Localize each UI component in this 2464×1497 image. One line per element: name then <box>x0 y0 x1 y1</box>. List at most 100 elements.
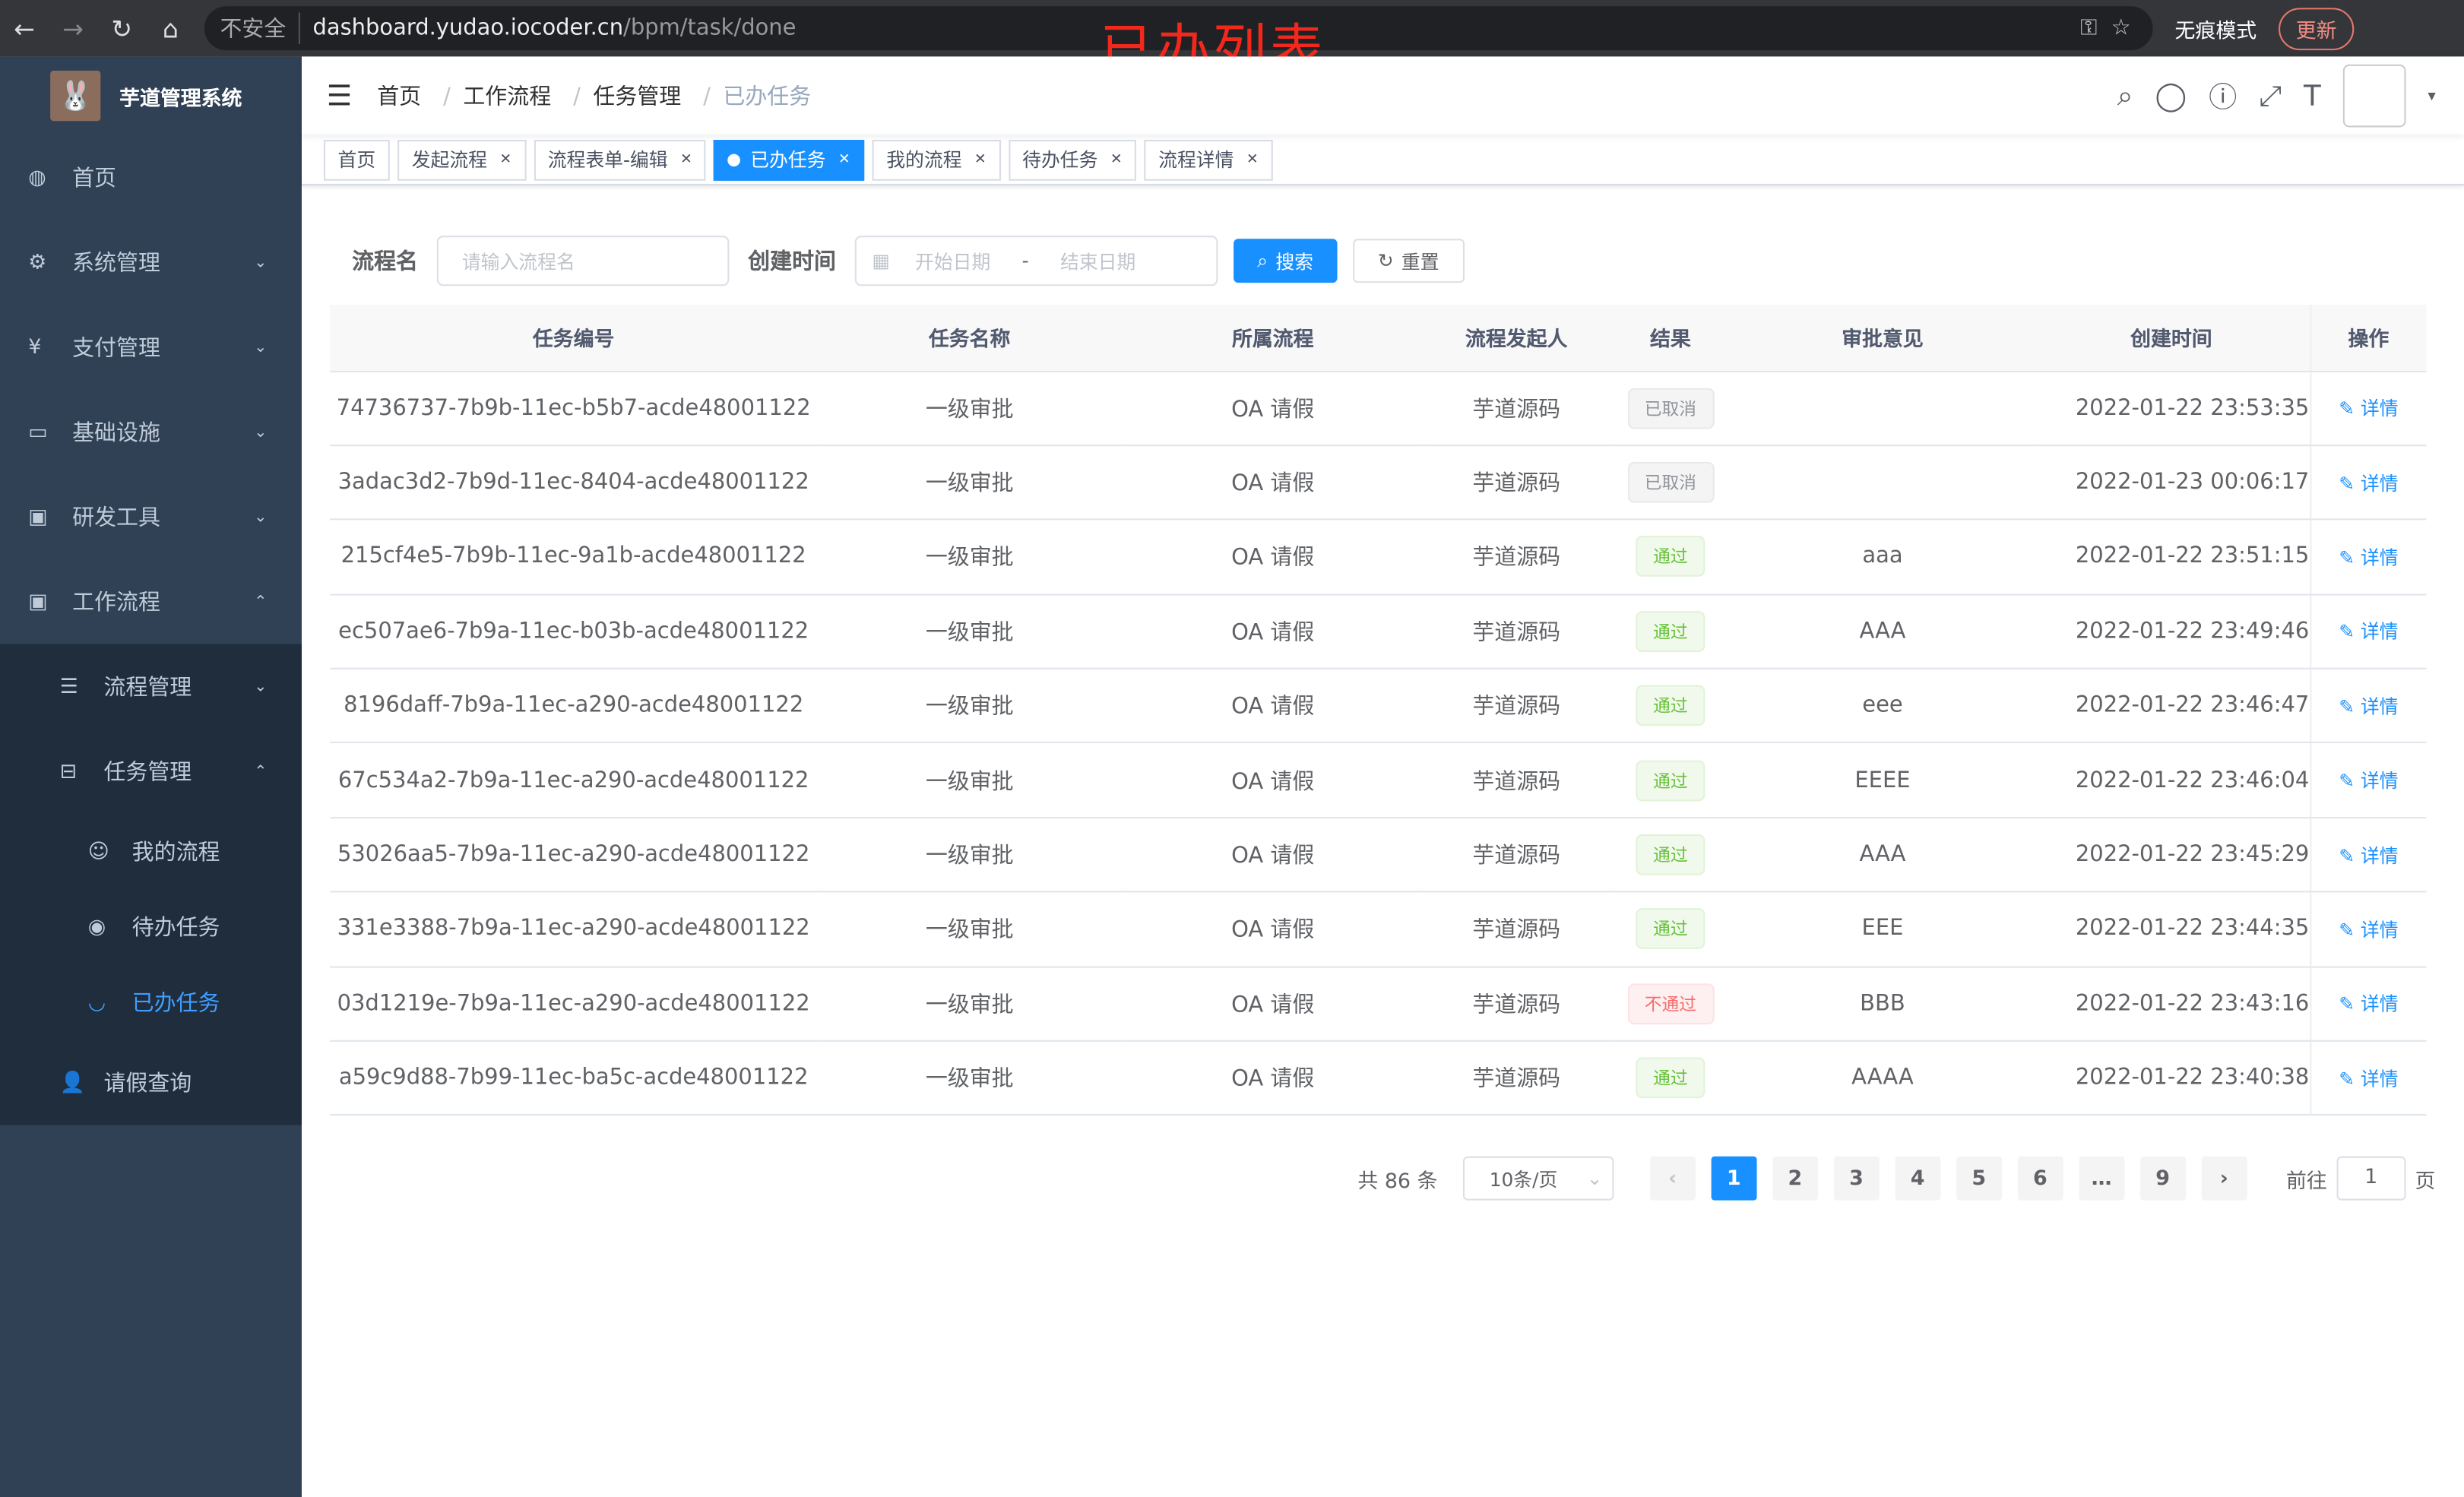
close-icon[interactable]: ✕ <box>974 151 987 168</box>
close-icon[interactable]: ✕ <box>499 151 512 168</box>
github-icon[interactable]: ◯ <box>2155 79 2187 112</box>
logo[interactable]: 🐰 芋道管理系统 <box>0 56 302 135</box>
cell-create-time: 2022-01-22 23:51:15 <box>2033 519 2310 595</box>
date-range-picker[interactable]: ▦ 开始日期 - 结束日期 <box>854 236 1218 286</box>
fullscreen-icon[interactable]: ⤢ <box>2259 79 2282 112</box>
detail-button[interactable]: ✎ 详情 <box>2339 546 2398 568</box>
hamburger-icon[interactable]: ☰ <box>326 79 353 112</box>
detail-button[interactable]: ✎ 详情 <box>2339 397 2398 419</box>
browser-toolbar: ← → ↻ ⌂ 不安全 dashboard.yudao.iocoder.cn/bpm/t… <box>0 0 2464 57</box>
sidebar-item-infra[interactable]: ▭ 基础设施 ⌄ <box>0 390 302 475</box>
sidebar-item-home[interactable]: ◍ 首页 <box>0 135 302 220</box>
detail-button[interactable]: ✎ 详情 <box>2339 1068 2398 1090</box>
sidebar-item-my-process[interactable]: ☺ 我的流程 <box>0 814 302 889</box>
label: 我的流程 <box>131 840 220 866</box>
caret-down-icon[interactable]: ▾ <box>2428 87 2436 105</box>
close-icon[interactable]: ✕ <box>680 151 692 168</box>
sidebar-item-leave[interactable]: 👤 请假查询 <box>0 1040 302 1125</box>
table-row: 67c534a2-7b9a-11ec-a290-acde48001122 一级审批… <box>330 742 2427 818</box>
page-button[interactable]: 5 <box>1956 1156 2002 1201</box>
forward-icon[interactable]: → <box>62 13 84 43</box>
address-bar[interactable]: 不安全 dashboard.yudao.iocoder.cn/bpm/task/d… <box>204 6 2153 51</box>
page-button[interactable]: 2 <box>1772 1156 1818 1201</box>
edit-icon: ✎ <box>2339 621 2361 644</box>
back-icon[interactable]: ← <box>14 13 35 43</box>
cell-task-id: a59c9d88-7b99-11ec-ba5c-acde48001122 <box>330 1040 818 1116</box>
prev-page-button[interactable]: ‹ <box>1649 1156 1696 1201</box>
font-size-icon[interactable]: T <box>2304 79 2321 112</box>
sidebar-item-done[interactable]: ◡ 已办任务 <box>0 965 302 1040</box>
search-icon[interactable]: ⌕ <box>2117 79 2133 112</box>
status-badge: 通过 <box>1636 536 1705 578</box>
label: 重置 <box>1401 250 1439 273</box>
sidebar-item-task-manage[interactable]: ⊟ 任务管理 ⌃ <box>0 729 302 814</box>
label: 工作流程 <box>72 590 160 616</box>
calendar-icon: ▦ <box>872 249 890 272</box>
update-button[interactable]: 更新 <box>2279 7 2355 50</box>
status-badge: 通过 <box>1636 611 1705 652</box>
sidebar-item-dev[interactable]: ▣ 研发工具 ⌄ <box>0 474 302 559</box>
logo-avatar: 🐰 <box>50 71 101 122</box>
help-icon[interactable]: ⓘ <box>2209 81 2238 115</box>
pagination: 共 86 条 10条/页 ⌄ ‹ 1 2 3 4 5 6… 9 › 前往 1 页 <box>1357 1156 2435 1201</box>
tab-start-process[interactable]: 发起流程 ✕ <box>397 138 526 180</box>
cell-task-id: 67c534a2-7b9a-11ec-a290-acde48001122 <box>330 742 818 818</box>
status-badge: 已取消 <box>1626 388 1714 429</box>
detail-button[interactable]: ✎ 详情 <box>2339 770 2398 792</box>
page-button[interactable]: 9 <box>2139 1156 2186 1201</box>
breadcrumb-item: 已办任务 <box>723 84 812 110</box>
close-icon[interactable]: ✕ <box>1246 151 1259 168</box>
page-button[interactable]: 4 <box>1895 1156 1941 1201</box>
detail-button[interactable]: ✎ 详情 <box>2339 621 2398 643</box>
tab-form-edit[interactable]: 流程表单-编辑 ✕ <box>534 138 707 180</box>
status-badge: 通过 <box>1636 908 1705 950</box>
table-row: 53026aa5-7b9a-11ec-a290-acde48001122 一级审批… <box>330 817 2427 893</box>
reset-button[interactable]: ↻ 重置 <box>1352 239 1465 283</box>
cell-task-id: 53026aa5-7b9a-11ec-a290-acde48001122 <box>330 817 818 893</box>
close-icon[interactable]: ✕ <box>838 151 850 168</box>
detail-button[interactable]: ✎ 详情 <box>2339 844 2398 866</box>
page-size-select[interactable]: 10条/页 ⌄ <box>1462 1156 1614 1201</box>
breadcrumb-item[interactable]: 首页 <box>377 84 422 110</box>
tab-todo[interactable]: 待办任务 ✕ <box>1008 138 1137 180</box>
detail-button[interactable]: ✎ 详情 <box>2339 695 2398 717</box>
key-icon[interactable]: ⚿ ☆ <box>2080 15 2131 41</box>
search-form: 流程名 请输入流程名 创建时间 ▦ 开始日期 - 结束日期 ⌕ 搜索 ↻ 重置 <box>302 185 2464 302</box>
cell-process: OA 请假 <box>1122 668 1424 744</box>
sidebar-item-system[interactable]: ⚙ 系统管理 ⌄ <box>0 220 302 305</box>
tab-home[interactable]: 首页 <box>323 138 390 180</box>
close-icon[interactable]: ✕ <box>1110 151 1123 168</box>
detail-button[interactable]: ✎ 详情 <box>2339 993 2398 1015</box>
reload-icon[interactable]: ↻ <box>111 13 133 43</box>
sidebar-item-todo[interactable]: ◉ 待办任务 <box>0 889 302 964</box>
search-button[interactable]: ⌕ 搜索 <box>1234 239 1338 283</box>
tab-my-process[interactable]: 我的流程 ✕ <box>872 138 1001 180</box>
detail-button[interactable]: ✎ 详情 <box>2339 919 2398 941</box>
label: 详情 <box>2360 844 2399 867</box>
label: 任务管理 <box>103 760 192 786</box>
breadcrumb-item: 任务管理 <box>593 84 682 110</box>
sidebar-item-pay[interactable]: ¥ 支付管理 ⌄ <box>0 305 302 390</box>
cell-initiator: 芋道源码 <box>1424 966 1610 1042</box>
home-icon[interactable]: ⌂ <box>162 13 179 43</box>
goto-page-input[interactable]: 1 <box>2336 1156 2406 1201</box>
page-button[interactable]: 3 <box>1833 1156 1880 1201</box>
list-icon: ☰ <box>59 675 78 699</box>
process-name-input[interactable]: 请输入流程名 <box>436 236 730 286</box>
sidebar-item-process-manage[interactable]: ☰ 流程管理 ⌄ <box>0 644 302 730</box>
tab-process-detail[interactable]: 流程详情 ✕ <box>1144 138 1273 180</box>
cell-comment: EEEE <box>1731 742 2034 818</box>
page-button[interactable]: … <box>2079 1156 2125 1201</box>
sidebar-item-workflow[interactable]: ▣ 工作流程 ⌃ <box>0 559 302 644</box>
next-page-button[interactable]: › <box>2201 1156 2247 1201</box>
briefcase-icon: ▣ <box>28 590 48 614</box>
page-button[interactable]: 6 <box>2017 1156 2063 1201</box>
avatar[interactable] <box>2342 64 2406 128</box>
tab-label: 待办任务 <box>1022 149 1098 172</box>
tab-done-tasks[interactable]: 已办任务 ✕ <box>714 138 865 180</box>
page-button[interactable]: 1 <box>1711 1156 1757 1201</box>
label: 详情 <box>2360 993 2399 1016</box>
breadcrumb-item: 工作流程 <box>463 84 552 110</box>
detail-button[interactable]: ✎ 详情 <box>2339 472 2398 494</box>
label: 待办任务 <box>131 916 220 942</box>
